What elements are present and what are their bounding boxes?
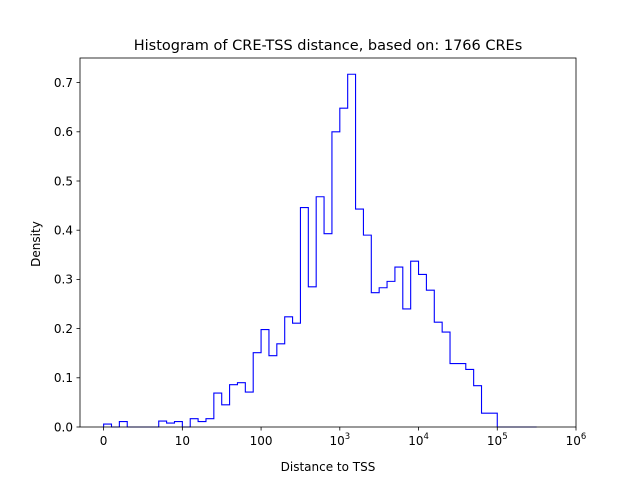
histogram-series: [103, 73, 537, 428]
x-tick-label: 106: [566, 432, 587, 448]
y-tick-label: 0.7: [54, 76, 73, 90]
chart-title: Histogram of CRE-TSS distance, based on:…: [134, 38, 523, 54]
x-tick-label: 100: [250, 434, 273, 448]
y-tick-label: 0.2: [54, 322, 73, 336]
y-tick-label: 0.1: [54, 371, 73, 385]
plot-area: 0 10 100 103 104 105 106 0.0 0.1 0.2 0.3 0.4 0.5 0.6 0…: [54, 57, 587, 448]
x-tick-label: 10: [175, 434, 190, 448]
y-tick-label: 0.0: [54, 420, 73, 434]
axes-frame: [79, 57, 577, 428]
y-tick-label: 0.4: [54, 224, 73, 238]
y-tick-label: 0.3: [54, 273, 73, 287]
x-tick-label: 103: [329, 432, 350, 448]
x-axis-label: Distance to TSS: [281, 460, 376, 474]
y-tick-label: 0.6: [54, 125, 73, 139]
x-tick-label: 105: [487, 432, 508, 448]
x-tick-label: 104: [408, 432, 429, 448]
y-tick-label: 0.5: [54, 174, 73, 188]
y-axis-label: Density: [29, 221, 43, 267]
x-tick-label: 0: [100, 434, 108, 448]
